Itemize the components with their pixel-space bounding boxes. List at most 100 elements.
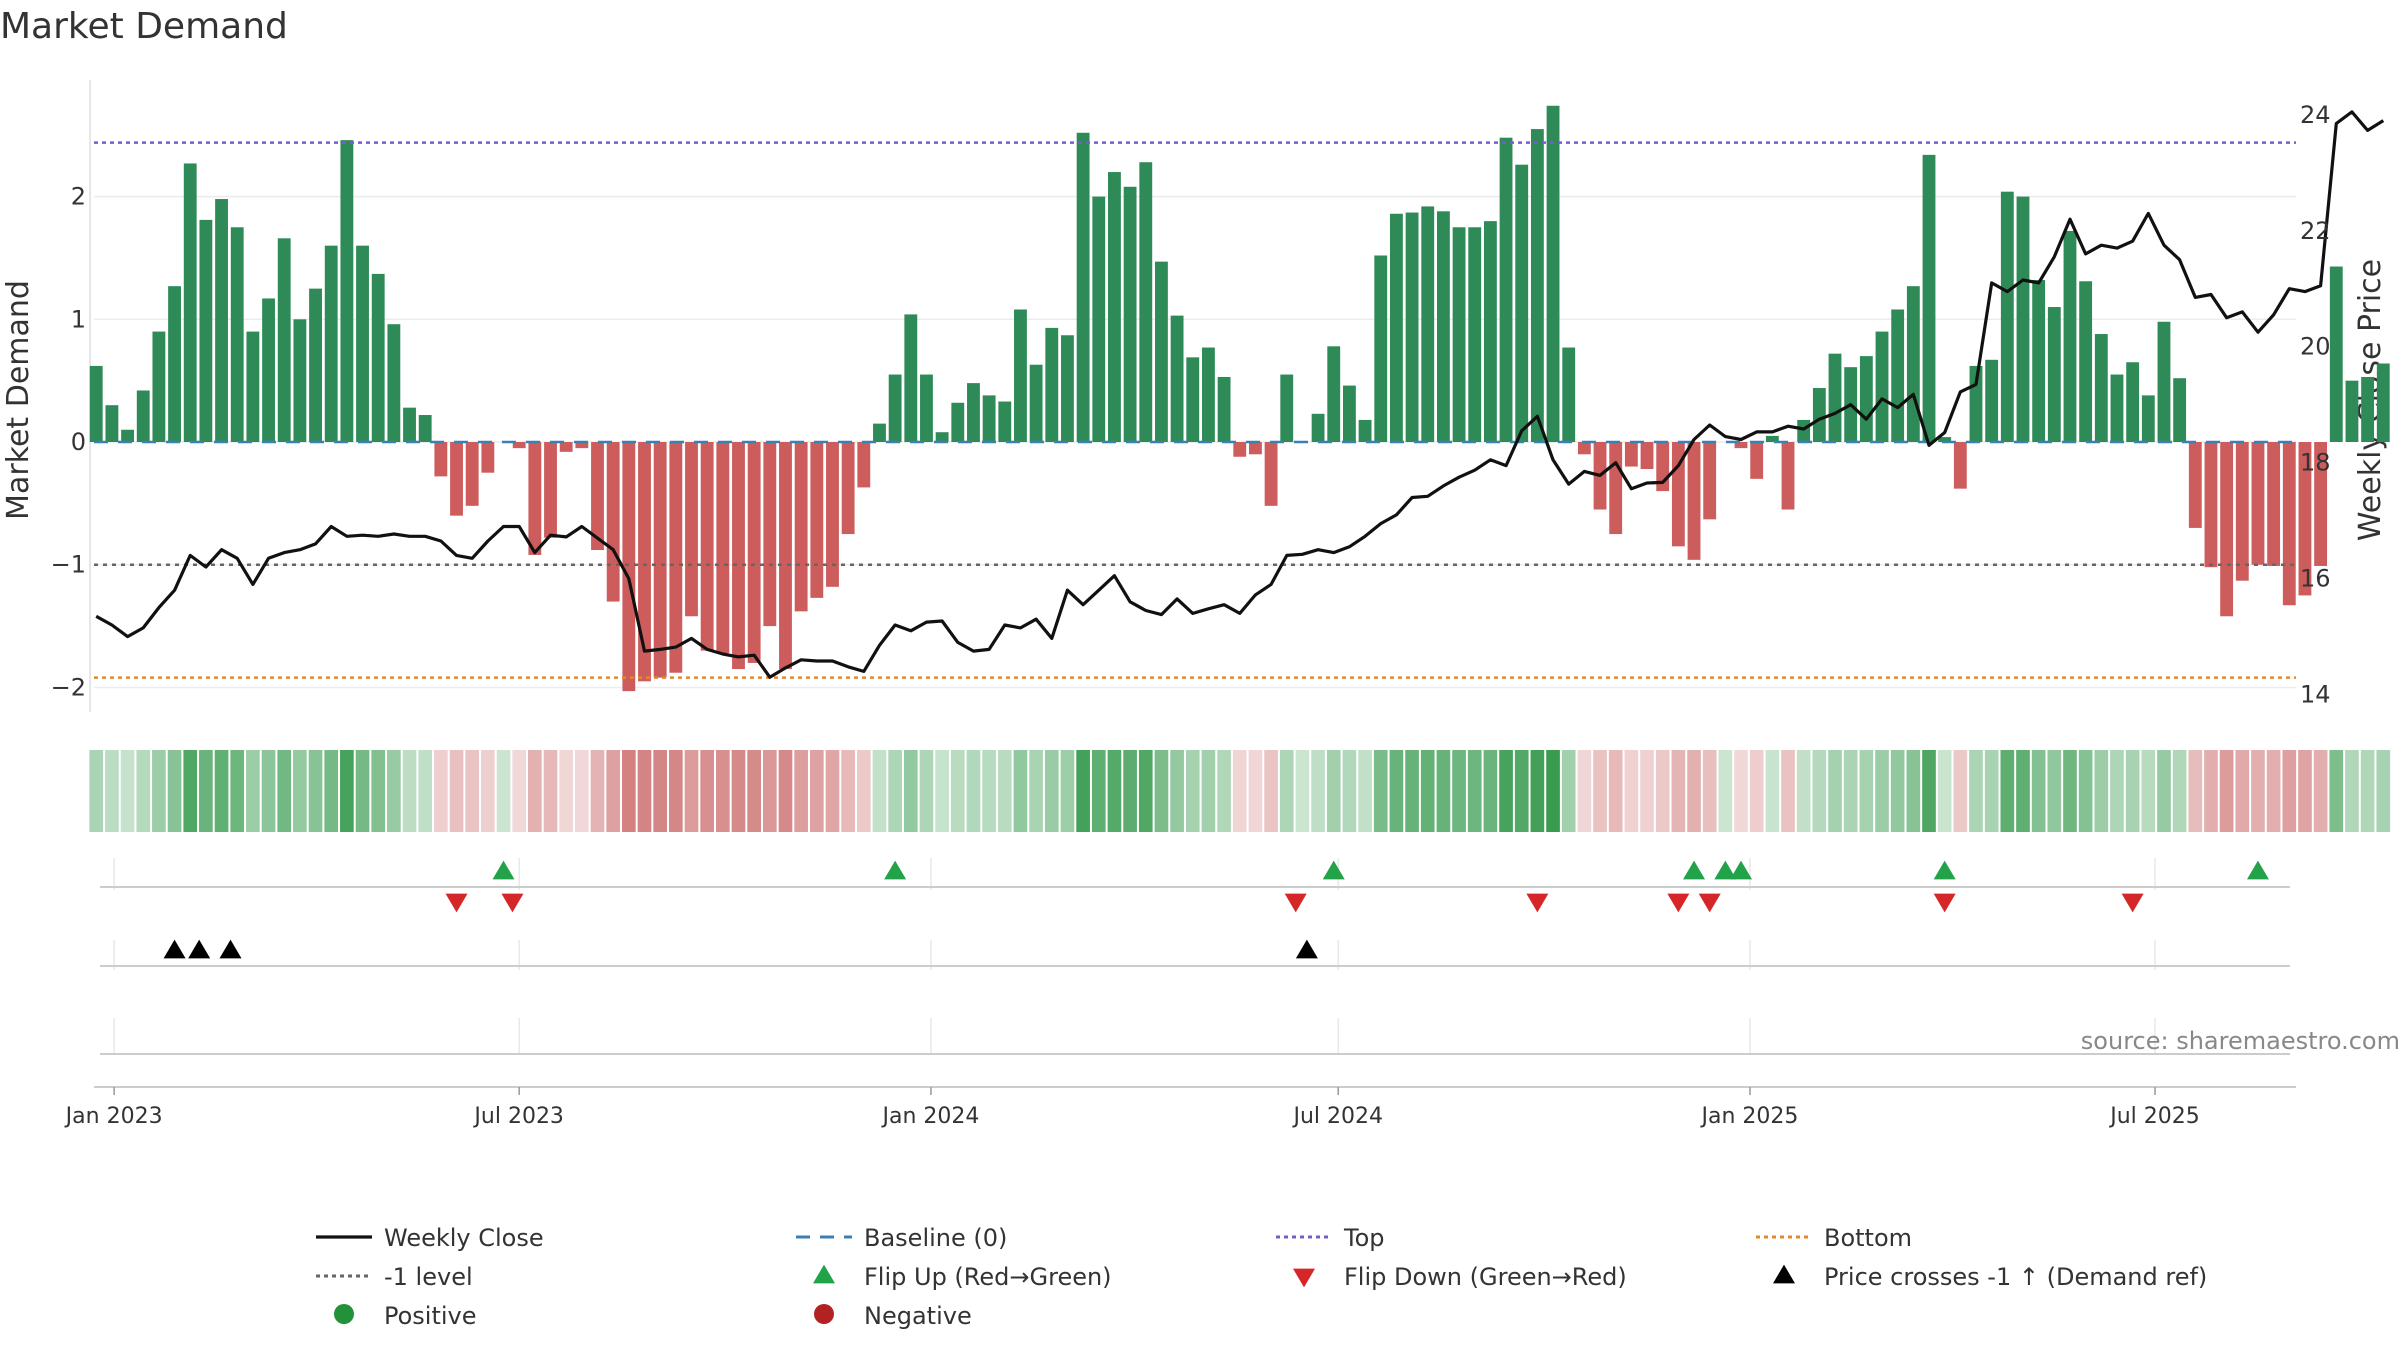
right-tick-label-2: 18 <box>2300 449 2331 477</box>
demand-bar-73 <box>1233 442 1247 457</box>
demand-bar-65 <box>1108 172 1121 443</box>
legend-label-5: Flip Up (Red→Green) <box>864 1263 1112 1291</box>
heat-cell-72 <box>1217 750 1231 832</box>
left-tick-label-4: 2 <box>71 183 86 211</box>
demand-bar-102 <box>1687 442 1701 560</box>
demand-bar-113 <box>1859 356 1873 443</box>
demand-bar-33 <box>606 442 620 602</box>
heat-cell-113 <box>1859 750 1874 832</box>
date-axis-ticks: Jan 2023 Jul 2023 Jan 2024 Jul 2024 Jan 2025… <box>64 1087 2200 1129</box>
demand-bar-16 <box>340 140 354 443</box>
legend-marker-9 <box>814 1304 834 1324</box>
heat-cell-132 <box>2157 750 2171 832</box>
demand-bar-2 <box>121 429 134 443</box>
heat-cell-115 <box>1890 750 1905 832</box>
heat-cell-92 <box>1530 750 1545 832</box>
demand-bar-53 <box>920 374 933 443</box>
heat-cell-26 <box>496 750 511 832</box>
heat-cell-118 <box>1937 750 1952 832</box>
flip-down-marker-0 <box>445 893 468 913</box>
flip-up-marker-7 <box>2246 860 2269 880</box>
heat-cell-136 <box>2219 750 2234 832</box>
demand-bar-118 <box>1938 437 1952 443</box>
legend-marker-8 <box>334 1304 354 1324</box>
demand-bar-125 <box>2047 307 2061 443</box>
heat-cell-9 <box>230 750 245 832</box>
heat-cell-46 <box>809 750 824 832</box>
heat-cell-75 <box>1264 750 1278 832</box>
legend-label-4: -1 level <box>384 1263 473 1291</box>
flip-up-marker-0 <box>492 860 515 880</box>
demand-bar-24 <box>465 442 479 506</box>
demand-bar-82 <box>1374 255 1388 443</box>
heat-cell-7 <box>199 750 213 832</box>
flip-up-marker-5 <box>1730 860 1753 880</box>
demand-bar-121 <box>1985 359 1999 443</box>
heat-cell-142 <box>2313 750 2328 832</box>
weekly-close-line <box>95 110 2385 679</box>
demand-bar-8 <box>215 199 228 443</box>
heat-cell-41 <box>731 750 746 832</box>
demand-bar-122 <box>2000 191 2014 443</box>
demand-bar-92 <box>1530 129 1544 443</box>
demand-bar-81 <box>1358 419 1372 443</box>
demand-bar-128 <box>2094 334 2108 443</box>
heat-cell-18 <box>371 750 386 832</box>
heat-cell-16 <box>340 750 354 832</box>
heat-cell-87 <box>1452 750 1466 832</box>
heat-cell-108 <box>1781 750 1795 832</box>
left-tick-label-0: −2 <box>51 673 86 701</box>
demand-bar-45 <box>794 442 808 612</box>
flip-down-marker-5 <box>1698 893 1721 913</box>
demand-bar-29 <box>544 442 557 538</box>
demand-bar-66 <box>1123 186 1137 443</box>
demand-bar-115 <box>1891 309 1905 443</box>
demand-bar-68 <box>1155 261 1168 443</box>
heat-cell-58 <box>997 750 1012 832</box>
demand-bar-50 <box>873 423 886 443</box>
heat-cell-121 <box>1984 750 1999 832</box>
demand-bar-98 <box>1624 442 1638 467</box>
flip-down-marker-3 <box>1526 893 1549 913</box>
heat-cell-127 <box>2078 750 2093 832</box>
demand-bar-58 <box>998 401 1012 443</box>
demand-bar-88 <box>1468 227 1482 443</box>
heat-cell-99 <box>1640 750 1654 832</box>
heat-cell-77 <box>1295 750 1310 832</box>
demand-bar-75 <box>1264 442 1278 506</box>
flip-up-marker-4 <box>1714 860 1737 880</box>
demand-bar-135 <box>2204 442 2218 568</box>
demand-bar-129 <box>2110 374 2124 443</box>
heat-cell-31 <box>575 750 589 832</box>
heat-cell-103 <box>1702 750 1717 832</box>
heat-cell-133 <box>2172 750 2187 832</box>
legend-label-7: Price crosses -1 ↑ (Demand ref) <box>1824 1263 2207 1291</box>
demand-bar-132 <box>2157 321 2171 443</box>
heat-cell-74 <box>1248 750 1263 832</box>
legend-label-2: Top <box>1343 1224 1385 1252</box>
demand-bar-44 <box>779 442 792 670</box>
heat-cell-17 <box>355 750 370 832</box>
demand-bar-114 <box>1875 331 1889 443</box>
demand-bar-32 <box>591 442 604 551</box>
heat-cell-67 <box>1138 750 1153 832</box>
price-cross-markers <box>163 939 1318 959</box>
heat-cell-61 <box>1044 750 1059 832</box>
flip-up-marker-2 <box>1322 860 1345 880</box>
demand-bar-71 <box>1202 347 1215 443</box>
heat-cell-43 <box>762 750 777 832</box>
heat-cell-112 <box>1843 750 1858 832</box>
heat-cell-76 <box>1279 750 1294 832</box>
demand-bar-141 <box>2298 442 2312 596</box>
heat-cell-30 <box>559 750 574 832</box>
demand-bar-95 <box>1577 442 1591 455</box>
heat-cell-111 <box>1828 750 1842 832</box>
legend-label-6: Flip Down (Green→Red) <box>1344 1263 1627 1291</box>
heat-cell-59 <box>1013 750 1028 832</box>
left-axis-ticks: −2 −1 0 1 2 <box>51 183 86 702</box>
demand-bar-21 <box>418 415 432 443</box>
heat-cell-73 <box>1232 750 1247 832</box>
legend-label-1: Baseline (0) <box>864 1224 1007 1252</box>
heat-cell-49 <box>856 750 871 832</box>
demand-bar-6 <box>183 163 197 443</box>
